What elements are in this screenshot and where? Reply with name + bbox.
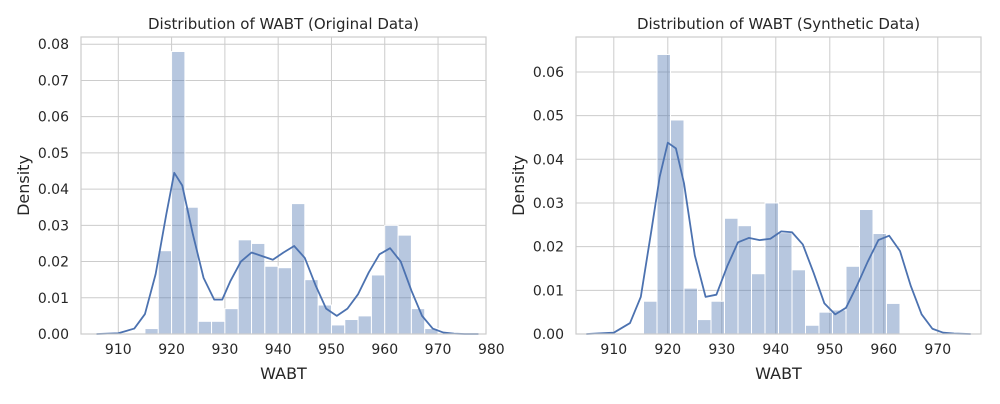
histogram-bar (224, 308, 239, 335)
x-tick-label: 930 (708, 342, 735, 358)
histogram-bar (357, 315, 372, 335)
x-tick-label: 940 (265, 342, 292, 358)
histogram-bar (370, 274, 386, 335)
chart-title: Distribution of WABT (Original Data) (148, 15, 419, 33)
x-tick-label: 960 (870, 342, 897, 358)
histogram-bar (764, 202, 779, 335)
y-tick-label: 0.03 (38, 218, 69, 234)
histogram-bar (643, 300, 658, 335)
histogram-bar (751, 273, 766, 335)
histogram-bar (710, 300, 725, 335)
y-tick-label: 0.05 (38, 146, 69, 162)
x-tick-label: 980 (478, 342, 505, 358)
histogram-bar (344, 319, 359, 335)
y-tick-label: 0.01 (38, 291, 69, 307)
axes-frame (80, 36, 487, 335)
histogram-bar (778, 232, 793, 335)
y-tick-label: 0.07 (38, 73, 69, 89)
histogram-bar (656, 53, 671, 335)
y-tick-label: 0.04 (533, 152, 564, 168)
histogram-bar (157, 250, 173, 335)
x-tick-label: 910 (105, 342, 132, 358)
histogram-bar (886, 302, 901, 335)
histogram-bar (818, 311, 833, 335)
histogram-bar (805, 324, 820, 335)
histogram-bar (144, 328, 159, 335)
y-axis-label: Density (14, 155, 33, 216)
y-tick-label: 0.01 (533, 283, 564, 299)
histogram-bar (384, 224, 399, 335)
x-tick-label: 950 (318, 342, 345, 358)
gridlines (81, 37, 486, 335)
x-axis-label: WABT (260, 364, 307, 383)
histogram-bar (277, 267, 292, 335)
y-tick-label: 0.00 (533, 327, 564, 343)
histogram-bar (317, 304, 332, 335)
axes-frame (575, 36, 982, 335)
histogram-bar (197, 320, 213, 335)
x-tick-label: 950 (816, 342, 843, 358)
y-tick-label: 0.00 (38, 327, 69, 343)
histogram-bar (264, 265, 279, 335)
y-tick-label: 0.06 (38, 110, 69, 126)
x-tick-label: 940 (762, 342, 789, 358)
histogram-bar (859, 209, 874, 335)
histogram-bar (845, 265, 860, 335)
x-tick-label: 920 (158, 342, 185, 358)
y-tick-label: 0.03 (533, 196, 564, 212)
x-axis-label: WABT (755, 364, 802, 383)
histogram-bar (211, 320, 226, 335)
x-tick-label: 960 (371, 342, 398, 358)
histogram-bar (410, 308, 426, 335)
chart-panel-2: 910 920 930 940 950 960 970 0.00 0.01 0.02 0.03 0.0… (509, 15, 982, 383)
x-tick-label: 910 (600, 342, 627, 358)
y-tick-label: 0.02 (533, 240, 564, 256)
y-tick-label: 0.06 (533, 65, 564, 81)
histogram-bar (791, 269, 806, 335)
histogram-bar (683, 287, 698, 335)
histogram-bar (697, 319, 712, 335)
x-tick-label: 970 (924, 342, 951, 358)
histogram-bars (144, 50, 439, 335)
y-tick-label: 0.04 (38, 182, 69, 198)
x-tick-label: 930 (212, 342, 239, 358)
histogram-bar (290, 203, 306, 335)
histogram-bar (330, 324, 346, 335)
kde-line (585, 141, 972, 335)
x-tick-label: 970 (425, 342, 452, 358)
kde-line (96, 171, 479, 335)
histogram-bar (724, 217, 739, 335)
y-tick-label: 0.02 (38, 255, 69, 271)
y-axis-label: Density (509, 155, 528, 216)
histogram-bars (643, 53, 901, 335)
chart-title: Distribution of WABT (Synthetic Data) (637, 15, 920, 33)
y-tick-label: 0.08 (38, 37, 69, 53)
x-tick-label: 920 (654, 342, 681, 358)
y-tick-label: 0.05 (533, 109, 564, 125)
chart-panel-1: 910 920 930 940 950 960 970 980 0.00 0.01 0.02 0.03… (14, 15, 505, 383)
